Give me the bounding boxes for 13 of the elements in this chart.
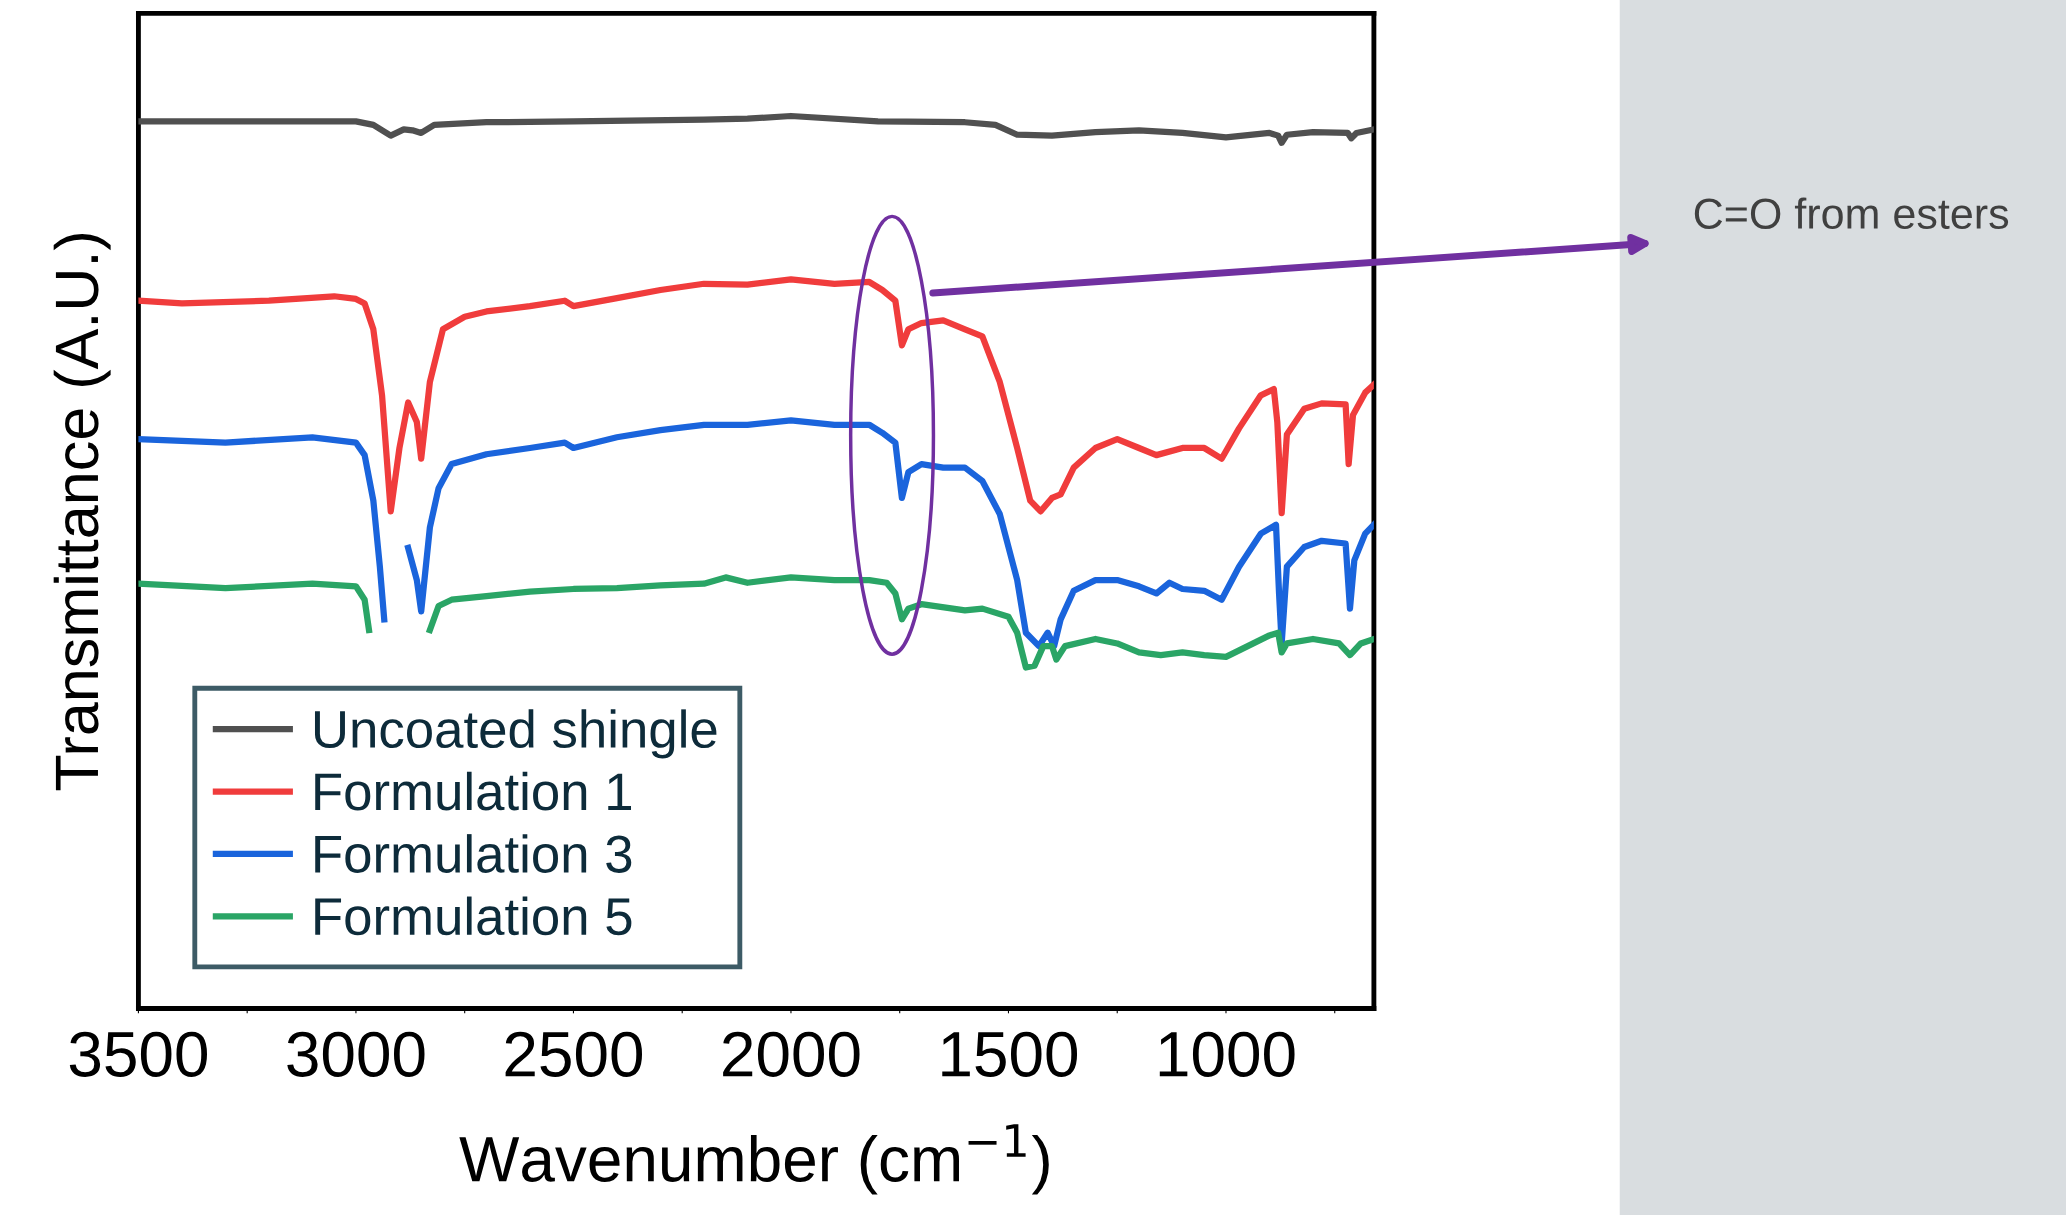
text: C=O from esters bbox=[1694, 197, 2009, 230]
x-tick-label: 3500 bbox=[69, 1031, 207, 1077]
x-tick-label: 1500 bbox=[942, 1031, 1078, 1077]
x-tick-label: 2500 bbox=[505, 1031, 643, 1077]
legend-label: Formulation 5 bbox=[315, 896, 632, 936]
x-tick-label: 3000 bbox=[287, 1031, 425, 1077]
x-tick-label: 1000 bbox=[1159, 1031, 1295, 1077]
legend-label: Formulation 3 bbox=[315, 834, 632, 873]
legend-label: Uncoated shingle bbox=[314, 709, 717, 759]
y-axis-title: Transmittance (A.U.) bbox=[53, 233, 111, 791]
x-axis-title: Wavenumber (cm$^{−1}$) bbox=[459, 1124, 1049, 1195]
legend-label: Formulation 1 bbox=[315, 771, 631, 811]
x-tick-label: 2000 bbox=[723, 1031, 860, 1077]
